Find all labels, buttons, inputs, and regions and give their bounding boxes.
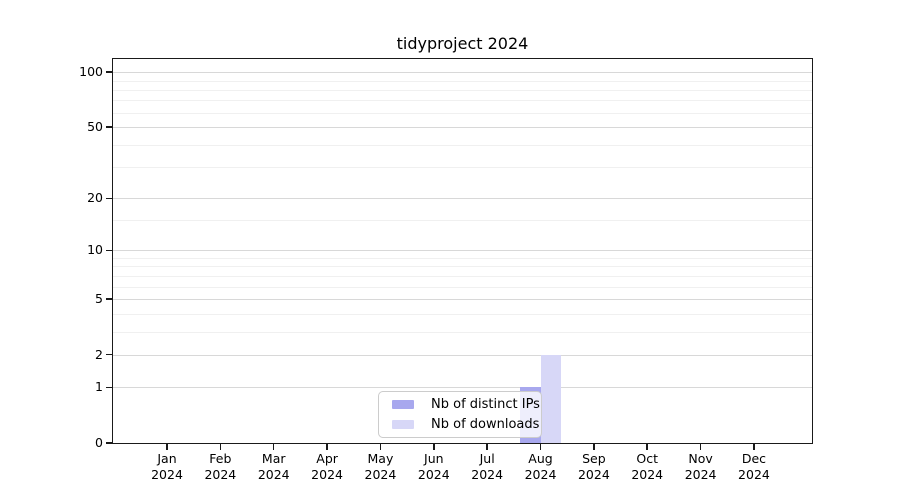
gridline-minor <box>113 89 812 91</box>
gridline-major <box>113 387 812 389</box>
y-tick-label: 0 <box>95 435 103 450</box>
chart-title: tidyproject 2024 <box>396 34 529 53</box>
x-tick-label: Mar 2024 <box>257 451 290 482</box>
x-tick-mark <box>379 444 382 450</box>
x-tick-mark <box>219 444 222 450</box>
gridline-major <box>113 250 812 252</box>
x-tick-label: Dec 2024 <box>738 451 770 482</box>
x-tick-label: Nov 2024 <box>684 451 717 482</box>
x-tick-mark <box>433 444 435 450</box>
x-tick-mark <box>486 444 488 450</box>
x-tick-mark <box>646 444 648 450</box>
y-tick-mark <box>106 386 112 389</box>
y-tick-mark <box>106 249 112 252</box>
gridline-minor <box>113 266 812 268</box>
x-tick-label: Aug 2024 <box>524 451 557 482</box>
gridline-minor <box>113 112 812 114</box>
gridline-minor <box>113 167 812 169</box>
y-tick-mark <box>106 126 112 128</box>
legend-item-downloads: Nb of downloads <box>392 417 541 432</box>
y-tick-mark <box>106 71 112 73</box>
legend-label-distinct-ips: Nb of distinct IPs <box>431 397 540 412</box>
bar-nb-of-downloads-aug <box>540 354 562 443</box>
gridline-minor <box>113 331 812 333</box>
x-tick-label: Jul 2024 <box>471 451 504 482</box>
y-tick-label: 50 <box>87 119 103 135</box>
y-tick-mark <box>106 353 112 356</box>
y-tick-mark <box>106 298 112 300</box>
gridline-minor <box>113 275 812 277</box>
gridline-minor <box>113 144 812 146</box>
y-tick-label: 100 <box>79 64 103 80</box>
legend-swatch-distinct-ips <box>392 400 414 409</box>
y-tick-label: 1 <box>95 379 103 395</box>
x-tick-mark <box>593 444 595 450</box>
gridline-major <box>113 127 812 129</box>
x-tick-label: Sep 2024 <box>577 451 610 482</box>
x-tick-mark <box>272 444 275 450</box>
legend-item-distinct-ips: Nb of distinct IPs <box>392 397 541 412</box>
gridline-major <box>113 72 812 74</box>
x-tick-label: Oct 2024 <box>631 451 664 482</box>
y-tick-label: 20 <box>87 190 103 206</box>
gridline-major <box>113 354 812 356</box>
gridline-minor <box>113 313 812 315</box>
legend-label-downloads: Nb of downloads <box>431 417 540 432</box>
x-tick-label: May 2024 <box>364 451 397 482</box>
x-tick-mark <box>166 444 168 450</box>
y-tick-mark <box>106 197 112 200</box>
y-tick-label: 5 <box>95 291 103 307</box>
x-tick-mark <box>753 444 755 450</box>
y-tick-label: 2 <box>95 346 103 362</box>
x-tick-mark <box>539 444 542 450</box>
y-tick-label: 10 <box>87 242 103 258</box>
legend: Nb of distinct IPs Nb of downloads <box>378 391 542 438</box>
x-tick-label: Jan 2024 <box>151 451 183 482</box>
gridline-major <box>113 299 812 301</box>
x-tick-label: Jun 2024 <box>417 451 450 482</box>
gridline-minor <box>113 286 812 288</box>
x-tick-label: Apr 2024 <box>311 451 343 482</box>
gridline-minor <box>113 220 812 222</box>
y-tick-mark <box>106 442 112 444</box>
gridline-major <box>113 198 812 200</box>
x-tick-mark <box>326 444 328 450</box>
x-tick-mark <box>699 444 702 450</box>
x-tick-label: Feb 2024 <box>204 451 237 482</box>
gridline-minor <box>113 80 812 82</box>
gridline-minor <box>113 100 812 102</box>
legend-swatch-downloads <box>392 420 414 429</box>
gridline-minor <box>113 257 812 259</box>
